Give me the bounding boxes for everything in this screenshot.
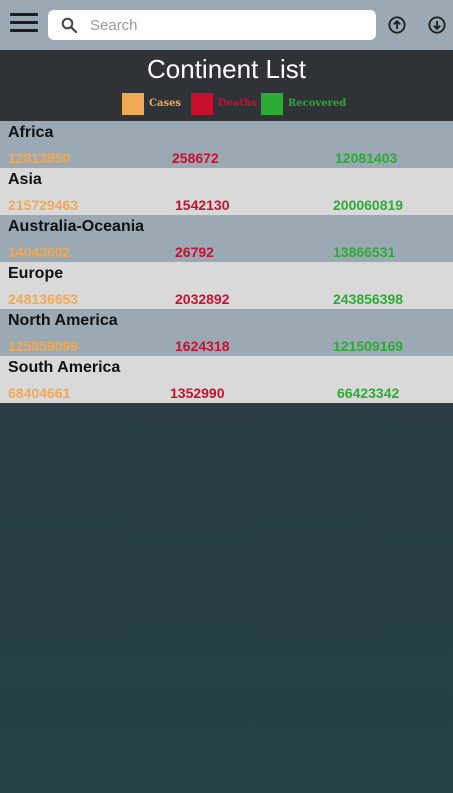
deaths-value: 258672 (172, 150, 219, 166)
page-title: Continent List (147, 54, 306, 84)
cases-swatch (122, 93, 144, 115)
recovered-value: 66423342 (337, 385, 400, 401)
search-input[interactable] (90, 14, 360, 36)
arrow-down-circle-icon[interactable] (427, 15, 447, 35)
deaths-value: 1542130 (175, 197, 230, 213)
deaths-swatch (191, 93, 213, 115)
recovered-value: 121509169 (333, 338, 404, 354)
continent-row-asia[interactable]: Asia 215729463 1542130 200060819 (0, 168, 453, 215)
cases-value: 68404661 (8, 385, 71, 401)
continent-row-africa[interactable]: Africa 12813850 258672 12081403 (0, 121, 453, 168)
recovered-value: 200060819 (333, 197, 404, 213)
continent-name: Africa (8, 124, 54, 141)
cases-value: 125859099 (8, 338, 79, 354)
continent-name: Australia-Oceania (8, 218, 145, 235)
continent-row-europe[interactable]: Europe 248136653 2032892 243856398 (0, 262, 453, 309)
recovered-value: 243856398 (333, 291, 404, 307)
list-header: Continent List Cases Deaths Recovered (0, 50, 453, 121)
deaths-value: 26792 (175, 244, 214, 260)
legend: Cases Deaths Recovered (0, 93, 453, 115)
deaths-value: 2032892 (175, 291, 230, 307)
deaths-value: 1624318 (175, 338, 230, 354)
continent-name: North America (8, 312, 118, 329)
legend-label-cases: Cases (149, 98, 182, 109)
search-bar[interactable] (48, 10, 376, 40)
recovered-swatch (261, 93, 283, 115)
arrow-up-circle-icon[interactable] (387, 15, 407, 35)
legend-label-recovered: Recovered (288, 98, 347, 109)
cases-value: 248136653 (8, 291, 79, 307)
continent-row-south-america[interactable]: South America 68404661 1352990 66423342 (0, 356, 453, 403)
deaths-value: 1352990 (170, 385, 225, 401)
continent-name: Europe (8, 265, 64, 282)
cases-value: 14043602 (8, 244, 71, 260)
recovered-value: 13866531 (333, 244, 396, 260)
recovered-value: 12081403 (335, 150, 398, 166)
legend-label-deaths: Deaths (218, 98, 258, 109)
hamburger-menu-icon[interactable] (10, 13, 38, 37)
continent-list: Africa 12813850 258672 12081403 Asia 215… (0, 121, 453, 403)
search-icon (61, 17, 77, 33)
top-bar (0, 0, 453, 50)
continent-row-north-america[interactable]: North America 125859099 1624318 12150916… (0, 309, 453, 356)
cases-value: 215729463 (8, 197, 79, 213)
continent-name: South America (8, 359, 121, 376)
continent-row-australia-oceania[interactable]: Australia-Oceania 14043602 26792 1386653… (0, 215, 453, 262)
continent-name: Asia (8, 171, 42, 188)
cases-value: 12813850 (8, 150, 71, 166)
